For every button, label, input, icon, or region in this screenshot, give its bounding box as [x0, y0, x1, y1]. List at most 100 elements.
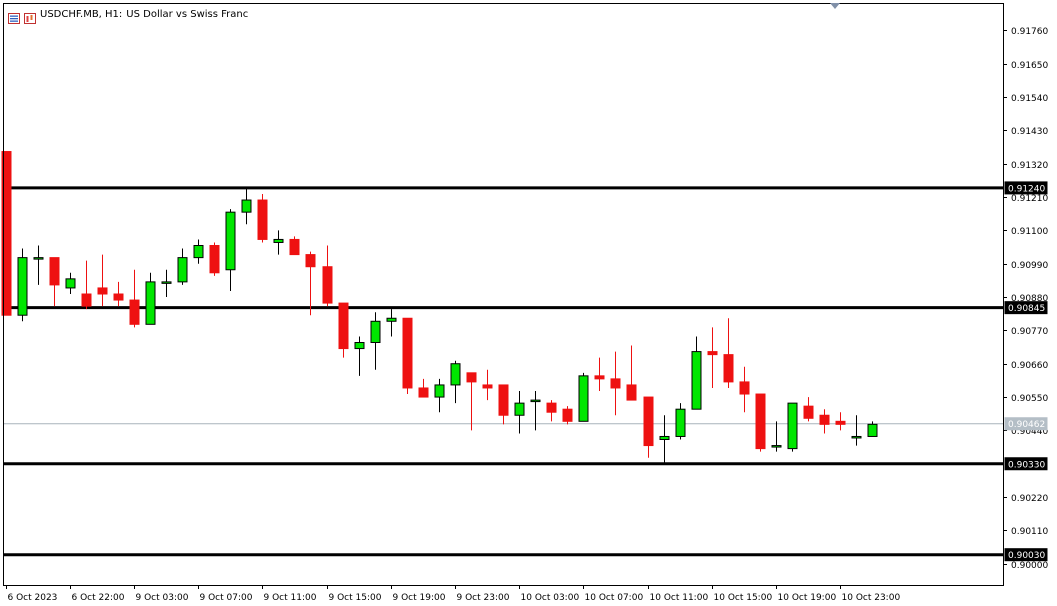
y-tick-label: 0.91210	[1011, 194, 1048, 204]
candle-body-bull[interactable]	[273, 238, 284, 243]
level-price-label-box[interactable]	[1004, 181, 1048, 195]
horizontal-levels-layer	[3, 186, 1003, 557]
candle-body-bull[interactable]	[17, 257, 28, 316]
candle-body-bear[interactable]	[755, 393, 766, 450]
y-tick-label: 0.91650	[1011, 61, 1048, 71]
candles-layer	[1, 151, 878, 464]
x-tick-label: 10 Oct 11:00	[650, 593, 709, 603]
candle-body-bear[interactable]	[402, 317, 413, 389]
candle-body-bear[interactable]	[257, 199, 268, 240]
candle-body-bull[interactable]	[65, 278, 76, 289]
candle-body-bear[interactable]	[643, 396, 654, 447]
candle-body-bull[interactable]	[514, 402, 525, 416]
x-tick-label: 10 Oct 19:00	[778, 593, 837, 603]
level-price-label: 0.90845	[1008, 304, 1045, 314]
plot-frame	[3, 3, 1004, 586]
candle-body-bull[interactable]	[787, 402, 798, 450]
bid-price-label: 0.90462	[1008, 420, 1045, 430]
candle-body-bull[interactable]	[33, 257, 44, 260]
axes-layer: 0.91760 0.91650 0.91540 0.91430 0.91320 0.912…	[3, 3, 1048, 603]
bid-price-label-box[interactable]	[1004, 417, 1048, 431]
x-tick-label: 9 Oct 23:00	[457, 593, 510, 603]
price-labels-layer: 0.91240 0.90845 0.90330 0.90030 0.90462	[1004, 181, 1048, 562]
candle-body-bear[interactable]	[49, 257, 60, 286]
candle-body-bull[interactable]	[225, 211, 236, 271]
candle-body-bear[interactable]	[707, 351, 718, 356]
candle-body-bull[interactable]	[675, 408, 686, 437]
candle-body-bear[interactable]	[723, 354, 734, 383]
candle-body-bear[interactable]	[129, 299, 140, 325]
candle-body-bear[interactable]	[835, 420, 846, 425]
y-tick-label: 0.90770	[1011, 327, 1048, 337]
candle-body-bear[interactable]	[482, 384, 493, 389]
x-tick-label: 9 Oct 03:00	[136, 593, 189, 603]
candle-body-bull[interactable]	[771, 445, 782, 448]
candle-body-bull[interactable]	[177, 257, 188, 283]
candle-body-bear[interactable]	[289, 238, 300, 256]
candle-body-bear[interactable]	[1, 151, 12, 316]
candle-body-bull[interactable]	[370, 320, 381, 343]
candle-body-bull[interactable]	[851, 435, 862, 439]
candle-body-bull[interactable]	[691, 351, 702, 410]
level-price-label-box[interactable]	[1004, 548, 1048, 562]
chart-shift-marker[interactable]	[830, 3, 840, 9]
candle-body-bull[interactable]	[193, 245, 204, 259]
candle-body-bull[interactable]	[386, 317, 397, 322]
x-tick-label: 9 Oct 15:00	[329, 593, 382, 603]
symbol-description: US Dollar vs Swiss Franc	[126, 8, 249, 20]
candle-body-bear[interactable]	[498, 384, 509, 416]
candle-body-bear[interactable]	[81, 293, 92, 307]
candle-body-bull[interactable]	[434, 384, 445, 398]
x-tick-label: 10 Oct 07:00	[585, 593, 644, 603]
x-tick-label: 6 Oct 2023	[8, 593, 58, 603]
candle-body-bear[interactable]	[739, 381, 750, 395]
level-price-label-box[interactable]	[1004, 301, 1048, 315]
y-tick-label: 0.90660	[1011, 361, 1048, 371]
x-tick-label: 10 Oct 23:00	[842, 593, 901, 603]
candle-body-bear[interactable]	[626, 384, 637, 401]
x-tick-label: 10 Oct 03:00	[521, 593, 580, 603]
candle-body-bull[interactable]	[659, 435, 670, 440]
y-tick-label: 0.91760	[1011, 27, 1048, 37]
candle-body-bull[interactable]	[145, 281, 156, 325]
chart-window-icon[interactable]	[8, 9, 20, 24]
level-price-label-box[interactable]	[1004, 457, 1048, 471]
candle-body-bull[interactable]	[578, 375, 589, 422]
x-tick-label: 10 Oct 15:00	[714, 593, 773, 603]
x-tick-label: 9 Oct 19:00	[393, 593, 446, 603]
candle-body-bear[interactable]	[610, 378, 621, 389]
candle-body-bear[interactable]	[546, 402, 557, 413]
candle-body-bear[interactable]	[113, 293, 124, 301]
candle-body-bear[interactable]	[466, 372, 477, 383]
x-tick-label: 9 Oct 07:00	[200, 593, 253, 603]
candle-body-bear[interactable]	[594, 375, 605, 380]
candle-body-bull[interactable]	[530, 399, 541, 403]
y-tick-label: 0.90000	[1011, 561, 1048, 571]
candle-body-bear[interactable]	[803, 405, 814, 419]
candle-body-bull[interactable]	[161, 281, 172, 284]
y-tick-label: 0.90880	[1011, 294, 1048, 304]
y-tick-label: 0.91430	[1011, 127, 1048, 137]
x-tick-label: 9 Oct 11:00	[264, 593, 317, 603]
y-tick-label: 0.90110	[1011, 527, 1048, 537]
chart-header: USDCHF.MB, H1: US Dollar vs Swiss Franc	[8, 7, 249, 24]
candle-body-bull[interactable]	[354, 342, 365, 350]
candle-body-bull[interactable]	[867, 423, 878, 437]
candle-body-bull[interactable]	[241, 199, 252, 213]
y-tick-label: 0.90550	[1011, 394, 1048, 404]
candle-body-bear[interactable]	[209, 245, 220, 274]
y-tick-label: 0.90440	[1011, 427, 1048, 437]
y-tick-label: 0.90990	[1011, 261, 1048, 271]
instrument-icon[interactable]	[24, 9, 36, 24]
y-tick-label: 0.91320	[1011, 161, 1048, 171]
candle-body-bear[interactable]	[97, 287, 108, 295]
candle-body-bear[interactable]	[305, 254, 316, 268]
candle-body-bull[interactable]	[450, 363, 461, 386]
candle-body-bear[interactable]	[322, 266, 333, 304]
candle-body-bear[interactable]	[418, 387, 429, 398]
candle-body-bear[interactable]	[562, 408, 573, 422]
candle-body-bear[interactable]	[819, 414, 830, 425]
candle-body-bear[interactable]	[338, 302, 349, 350]
